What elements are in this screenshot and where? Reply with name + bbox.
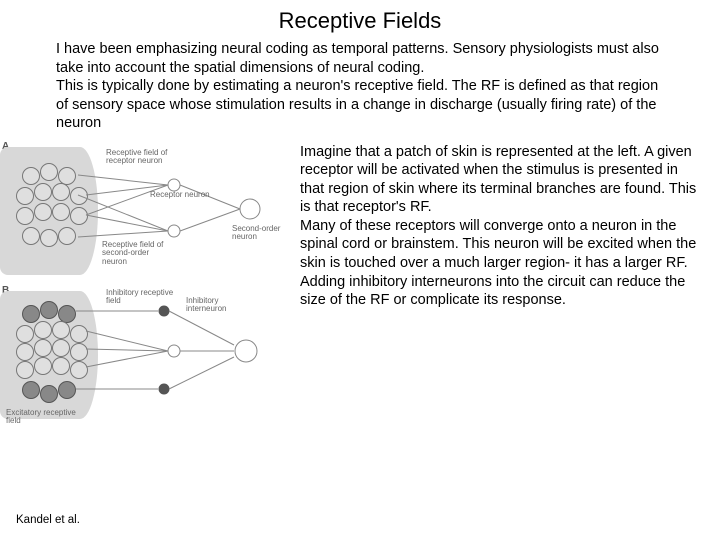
caption-rf-second: Receptive field of second-order neuron xyxy=(102,241,176,266)
caption-excit-rf: Excitatory receptive field xyxy=(6,409,86,426)
body-text-column: Imagine that a patch of skin is represen… xyxy=(290,141,700,429)
intro-paragraph-2: This is typically done by estimating a n… xyxy=(56,78,658,131)
two-column-region: A xyxy=(0,141,720,429)
caption-inhib-rf: Inhibitory receptive field xyxy=(106,289,176,306)
intro-block: I have been emphasizing neural coding as… xyxy=(0,40,720,141)
caption-second-order: Second-order neuron xyxy=(232,225,282,242)
figure-panel-b: B xyxy=(0,285,280,425)
figure-column: A xyxy=(0,141,290,429)
caption-rf-receptor: Receptive field of receptor neuron xyxy=(106,149,176,166)
body-paragraph-1: Imagine that a patch of skin is represen… xyxy=(300,144,696,216)
intro-paragraph-1: I have been emphasizing neural coding as… xyxy=(56,41,659,76)
caption-receptor-neuron: Receptor neuron xyxy=(150,191,210,199)
slide-title: Receptive Fields xyxy=(0,0,720,40)
citation: Kandel et al. xyxy=(16,514,80,526)
caption-inhib-interneuron: Inhibitory interneuron xyxy=(186,297,246,314)
body-paragraph-2: Many of these receptors will converge on… xyxy=(300,218,696,271)
figure-panel-a: A xyxy=(0,141,280,281)
body-paragraph-3: Adding inhibitory interneurons into the … xyxy=(300,274,685,309)
